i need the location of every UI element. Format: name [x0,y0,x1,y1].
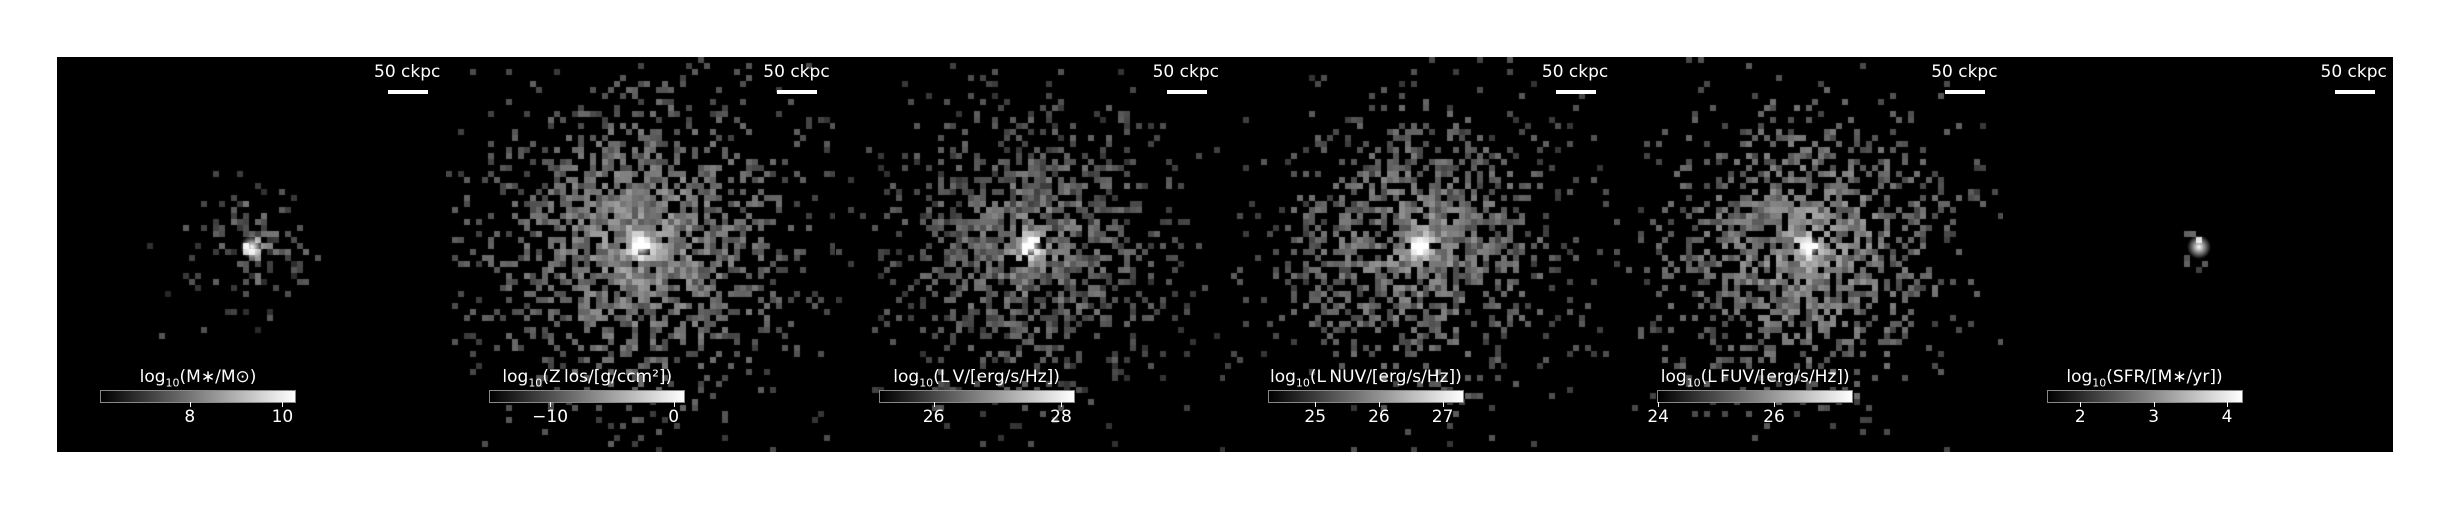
colorbar-label-quantity: (M∗/M⊙) [179,367,257,387]
colorbar-label-log: log [2066,367,2093,387]
colorbar-label-log: log [1269,367,1296,387]
colorbar-label: log10(Z los/[g/ccm²]) [489,367,685,393]
colorbar-tick [1773,402,1775,407]
image-strip: 50 ckpc log10(M∗/M⊙) 8 10 50 ckpc log10(Z los… [57,57,2393,452]
scalebar-label: 50 ckpc [1541,62,1609,82]
colorbar-label: log10(L FUV/[erg/s/Hz]) [1657,367,1853,393]
colorbar-tick-label: 3 [2148,407,2160,427]
scalebar-label: 50 ckpc [374,62,441,82]
colorbar-tick [2153,402,2155,407]
colorbar: log10(L V/[erg/s/Hz]) 26 28 [878,367,1075,437]
colorbar-label-base: 10 [1686,376,1701,390]
colorbar-tick [282,402,284,407]
colorbar-label-base: 10 [528,376,543,390]
colorbar-tick-label: 0 [668,407,680,427]
colorbar-tick [2226,402,2228,407]
scalebar-line [777,90,818,94]
map-image-metallicity [446,57,836,452]
colorbar-tick [1442,402,1444,407]
colorbar-tick [1378,402,1380,407]
map-image-fuv [1614,57,2004,452]
colorbar-tick [1315,402,1317,407]
scalebar: 50 ckpc [374,62,441,94]
colorbar-tick-label: 27 [1431,407,1454,427]
colorbar-label: log10(SFR/[M∗/yr]) [2047,367,2243,393]
colorbar-label-log: log [502,367,529,387]
colorbar-tick-label: 26 [1763,407,1785,427]
scalebar: 50 ckpc [763,62,830,94]
map-image-sfr [2003,57,2393,452]
scalebar-label: 50 ckpc [2320,62,2387,82]
scalebar-label: 50 ckpc [1152,62,1219,82]
colorbar-tick-label: 2 [2074,407,2086,427]
panel-sfr: 50 ckpc log10(SFR/[M∗/yr]) 2 3 4 [2003,57,2393,452]
map-image-stellar-mass [57,57,446,452]
colorbar-label-base: 10 [2092,376,2107,390]
colorbar-tick [2080,402,2082,407]
colorbar-label: log10(L NUV/[erg/s/Hz]) [1268,367,1464,393]
panel-nuv: 50 ckpc log10(L NUV/[erg/s/Hz]) 25 26 27 [1224,57,1614,452]
panel-v-band: 50 ckpc log10(L V/[erg/s/Hz]) 26 28 [835,57,1225,452]
colorbar-label: log10(M∗/M⊙) [100,367,296,393]
scalebar-line [1166,90,1207,94]
scalebar-line [1945,90,1986,94]
scalebar-label: 50 ckpc [763,62,830,82]
colorbar-label-quantity: (L V/[erg/s/Hz]) [933,367,1060,387]
colorbar-tick [933,402,935,407]
panel-fuv: 50 ckpc log10(L FUV/[erg/s/Hz]) 24 26 [1614,57,2004,452]
colorbar-tick-label: −10 [532,407,569,427]
colorbar-label-quantity: (Z los/[g/ccm²]) [542,367,673,387]
colorbar-tick-label: 25 [1304,407,1327,427]
colorbar-tick-label: 26 [1368,407,1390,427]
scalebar: 50 ckpc [2320,62,2387,94]
panel-stellar-mass: 50 ckpc log10(M∗/M⊙) 8 10 [57,57,446,452]
colorbar-tick [1061,402,1062,407]
colorbar-label-quantity: (L NUV/[erg/s/Hz]) [1309,367,1462,387]
colorbar: log10(Z los/[g/ccm²]) −10 0 [489,367,686,437]
scalebar-label: 50 ckpc [1931,62,1998,82]
scalebar-line [2334,90,2375,94]
colorbar-gradient [878,390,1075,403]
panel-metallicity: 50 ckpc log10(Z los/[g/ccm²]) −10 0 [446,57,836,452]
colorbar-label-log: log [1660,367,1687,387]
colorbar-tick-label: 4 [2221,407,2233,427]
colorbar-label-base: 10 [919,376,934,390]
colorbar-tick [550,402,552,407]
colorbar-tick [189,402,191,407]
colorbar-label-base: 10 [165,376,180,390]
colorbar-tick-label: 10 [271,407,294,427]
colorbar: log10(L FUV/[erg/s/Hz]) 24 26 [1647,367,1854,437]
colorbar-label: log10(L V/[erg/s/Hz]) [879,367,1075,393]
map-image-v-band [835,57,1225,452]
colorbar-tick [1658,402,1660,407]
colorbar-tick-label: 24 [1647,407,1669,427]
colorbar: log10(L NUV/[erg/s/Hz]) 25 26 27 [1267,367,1464,437]
colorbar-label-quantity: (L FUV/[erg/s/Hz]) [1700,367,1850,387]
colorbar-gradient [1657,390,1854,403]
scalebar: 50 ckpc [1152,62,1219,94]
colorbar-tick-label: 28 [1050,407,1072,427]
scalebar: 50 ckpc [1931,62,1998,94]
colorbar-tick [673,402,675,407]
colorbar-gradient [2046,390,2243,403]
map-image-nuv [1224,57,1614,452]
colorbar-label-log: log [139,367,166,387]
colorbar: log10(SFR/[M∗/yr]) 2 3 4 [2046,367,2243,437]
colorbar-gradient [1267,390,1464,403]
colorbar-label-base: 10 [1295,376,1310,390]
colorbar-label-quantity: (SFR/[M∗/yr]) [2106,367,2223,387]
colorbar-tick-label: 26 [922,407,945,427]
scalebar-line [1555,90,1596,94]
scalebar-line [388,90,428,94]
colorbar-gradient [100,390,296,403]
colorbar-gradient [489,390,686,403]
colorbar: log10(M∗/M⊙) 8 10 [100,367,296,437]
scalebar: 50 ckpc [1541,62,1609,94]
colorbar-label-log: log [893,367,920,387]
colorbar-tick-label: 8 [184,407,196,427]
